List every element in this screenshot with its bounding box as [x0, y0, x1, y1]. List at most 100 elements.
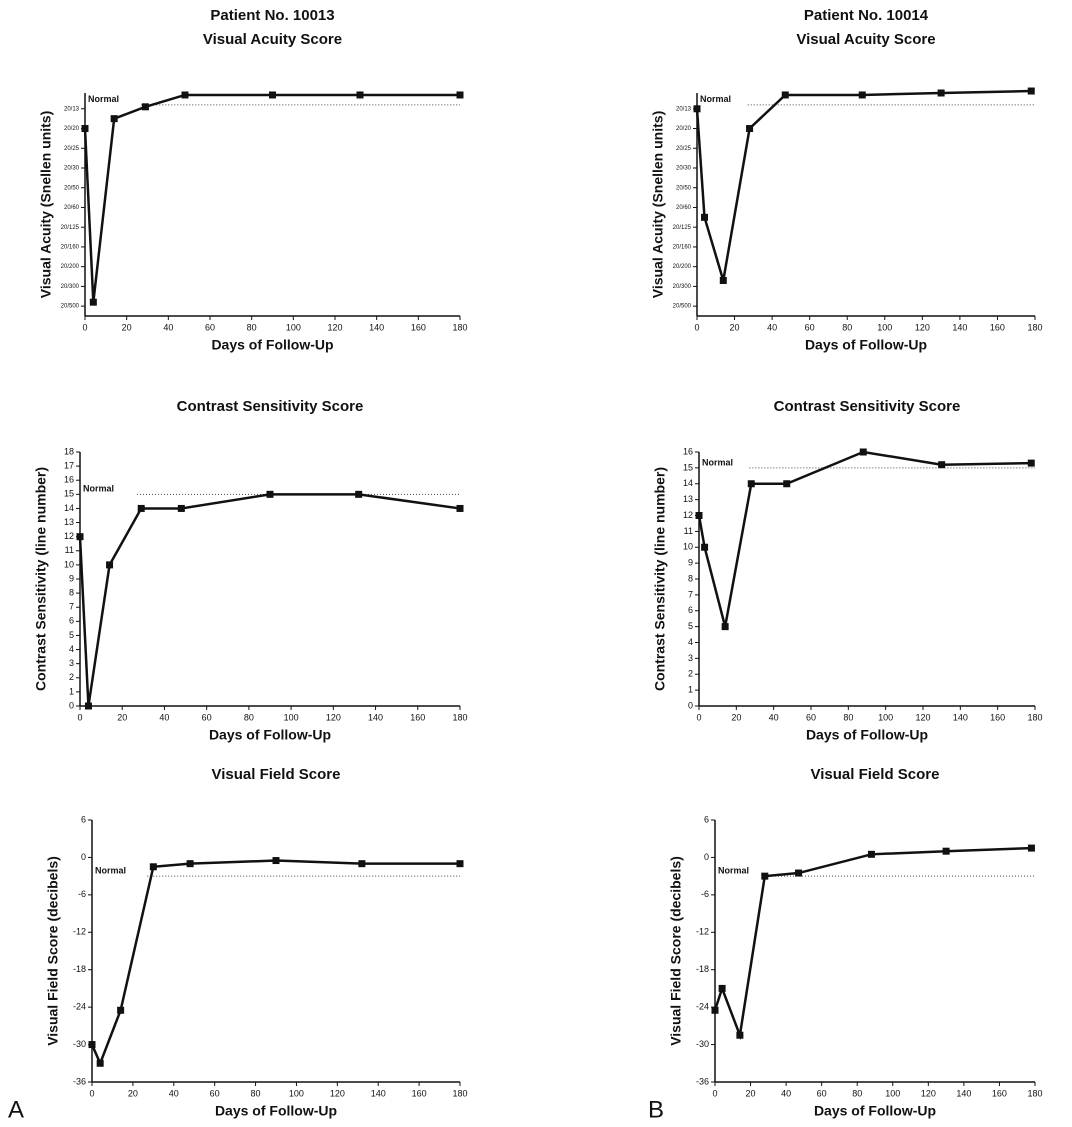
data-point — [719, 276, 727, 284]
y-tick-label: 20/13 — [64, 106, 80, 112]
y-tick-label: 3 — [688, 653, 693, 663]
y-tick-label: 16 — [683, 446, 693, 456]
y-tick-label: 20/125 — [673, 225, 692, 231]
y-tick-label: -36 — [73, 1076, 86, 1086]
data-line — [83, 93, 460, 303]
x-tick-label: 180 — [452, 1088, 467, 1098]
x-tick-label: 100 — [284, 712, 299, 722]
y-tick-label: 9 — [69, 573, 74, 583]
x-tick-label: 160 — [990, 712, 1005, 722]
data-point — [456, 504, 464, 512]
data-point — [1027, 87, 1035, 95]
x-tick-label: 160 — [990, 322, 1005, 332]
y-tick-label: 10 — [64, 559, 74, 569]
y-tick-label: 20/200 — [673, 264, 692, 270]
y-tick-label: -18 — [696, 964, 709, 974]
y-tick-label: 14 — [64, 503, 74, 513]
x-tick-label: 120 — [915, 712, 930, 722]
y-tick-label: 16 — [64, 475, 74, 485]
y-tick-label: 4 — [688, 637, 693, 647]
y-tick-label: -30 — [696, 1039, 709, 1049]
data-point — [938, 461, 946, 469]
chart-title: Visual Field Score — [811, 766, 940, 783]
data-point — [181, 91, 189, 99]
chart-title: Contrast Sensitivity Score — [177, 398, 364, 415]
data-point — [355, 490, 363, 498]
x-tick-label: 120 — [915, 322, 930, 332]
x-tick-label: 140 — [371, 1088, 386, 1098]
data-point — [858, 91, 866, 99]
chart-title: Patient No. 10013 — [210, 7, 334, 24]
x-tick-label: 100 — [286, 322, 301, 332]
y-tick-label: 2 — [688, 669, 693, 679]
data-point — [456, 91, 464, 99]
x-tick-label: 20 — [117, 712, 127, 722]
y-tick-label: 15 — [64, 489, 74, 499]
data-point — [781, 91, 789, 99]
x-tick-label: 20 — [746, 1088, 756, 1098]
x-tick-label: 40 — [781, 1088, 791, 1098]
data-point — [88, 1041, 96, 1049]
normal-label: Normal — [88, 94, 119, 104]
x-axis-label: Days of Follow-Up — [215, 1103, 337, 1119]
y-tick-label: 6 — [688, 605, 693, 615]
y-tick-label: 8 — [69, 587, 74, 597]
y-tick-label: 0 — [688, 700, 693, 710]
chart-title: Patient No. 10014 — [804, 7, 929, 24]
y-tick-label: 20/125 — [61, 225, 80, 231]
data-point — [266, 490, 274, 498]
x-tick-label: 120 — [330, 1088, 345, 1098]
data-point — [701, 213, 709, 221]
x-axis-label: Days of Follow-Up — [814, 1103, 936, 1119]
chart-subtitle: Visual Acuity Score — [203, 31, 342, 48]
y-tick-label: 13 — [64, 517, 74, 527]
x-tick-label: 40 — [163, 322, 173, 332]
y-tick-label: 14 — [683, 478, 693, 488]
y-tick-label: 10 — [683, 542, 693, 552]
data-point — [761, 872, 769, 880]
y-tick-label: 1 — [69, 686, 74, 696]
y-tick-label: 0 — [81, 852, 86, 862]
x-tick-label: 40 — [769, 712, 779, 722]
normal-label: Normal — [718, 866, 749, 876]
y-tick-label: -6 — [78, 889, 86, 899]
panel-label: B — [648, 1096, 664, 1123]
x-tick-label: 0 — [696, 712, 701, 722]
x-tick-label: 100 — [289, 1088, 304, 1098]
data-point — [272, 857, 280, 865]
y-tick-label: 20/30 — [676, 166, 692, 172]
normal-label: Normal — [700, 94, 731, 104]
x-tick-label: 20 — [128, 1088, 138, 1098]
y-axis-label: Visual Field Score (decibels) — [668, 856, 684, 1046]
y-tick-label: 12 — [683, 510, 693, 520]
data-point — [695, 512, 703, 519]
x-tick-label: 20 — [730, 322, 740, 332]
y-tick-label: 20/25 — [64, 146, 80, 152]
data-point — [1027, 459, 1035, 467]
y-tick-label: 7 — [688, 589, 693, 599]
x-tick-label: 80 — [852, 1088, 862, 1098]
x-tick-label: 0 — [89, 1088, 94, 1098]
y-axis-label: Contrast Sensitivity (line number) — [652, 467, 668, 691]
y-tick-label: 20/300 — [673, 284, 692, 290]
data-point — [783, 480, 791, 488]
y-tick-label: 1 — [688, 685, 693, 695]
x-tick-label: 20 — [731, 712, 741, 722]
y-tick-label: 17 — [64, 460, 74, 470]
y-tick-label: 20/13 — [676, 106, 692, 112]
y-tick-label: 5 — [688, 621, 693, 631]
data-point — [356, 91, 364, 99]
x-tick-label: 0 — [77, 712, 82, 722]
data-point — [81, 125, 89, 133]
y-tick-label: 5 — [69, 630, 74, 640]
panel-label: A — [8, 1096, 24, 1123]
x-tick-label: 180 — [452, 712, 467, 722]
x-tick-label: 140 — [956, 1088, 971, 1098]
x-tick-label: 180 — [1027, 322, 1042, 332]
y-tick-label: 20/300 — [61, 284, 80, 290]
y-tick-label: -6 — [701, 889, 709, 899]
data-point — [177, 504, 185, 512]
y-tick-label: 8 — [688, 573, 693, 583]
y-tick-label: 20/200 — [61, 264, 80, 270]
y-tick-label: 18 — [64, 446, 74, 456]
